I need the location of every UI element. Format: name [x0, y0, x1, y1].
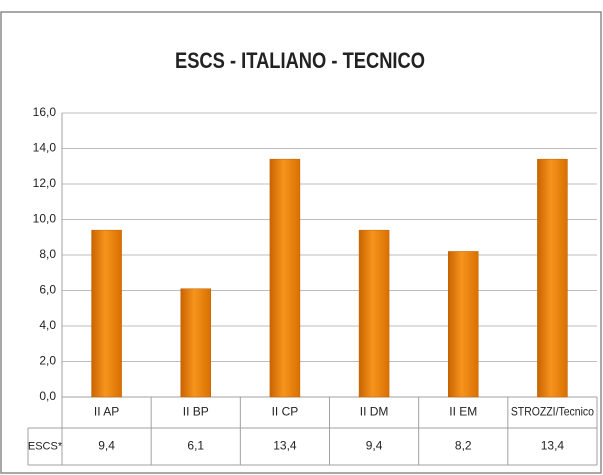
x-tick-label: II EM [449, 405, 477, 419]
x-tick-label: II BP [183, 405, 209, 419]
y-tick-label: 10,0 [33, 212, 57, 226]
y-tick-label: 2,0 [39, 354, 56, 368]
x-tick-label: II CP [272, 405, 299, 419]
value-label: 6,1 [187, 439, 204, 453]
y-tick-label: 12,0 [33, 176, 57, 190]
x-tick-label: II DM [360, 405, 389, 419]
value-label: 9,4 [98, 439, 115, 453]
y-tick-label: 6,0 [39, 283, 56, 297]
value-label: 13,4 [273, 439, 297, 453]
y-tick-label: 0,0 [39, 389, 56, 403]
bar [448, 251, 479, 398]
chart-title: ESCS - ITALIANO - TECNICO [175, 48, 425, 73]
y-tick-label: 8,0 [39, 247, 56, 261]
value-label: 8,2 [455, 439, 472, 453]
y-tick-label: 14,0 [33, 141, 57, 155]
y-tick-label: 16,0 [33, 105, 57, 119]
bar [269, 158, 301, 398]
value-label: 9,4 [366, 439, 383, 453]
bar [537, 158, 568, 398]
value-label: 13,4 [541, 439, 565, 453]
x-tick-label: II AP [94, 405, 119, 419]
x-tick-label: STROZZI/Tecnico [511, 405, 594, 419]
bar [180, 288, 211, 398]
bar [91, 229, 122, 398]
bar [358, 229, 390, 398]
y-tick-label: 4,0 [39, 318, 56, 332]
legend-entry: ESCS* [28, 440, 63, 452]
